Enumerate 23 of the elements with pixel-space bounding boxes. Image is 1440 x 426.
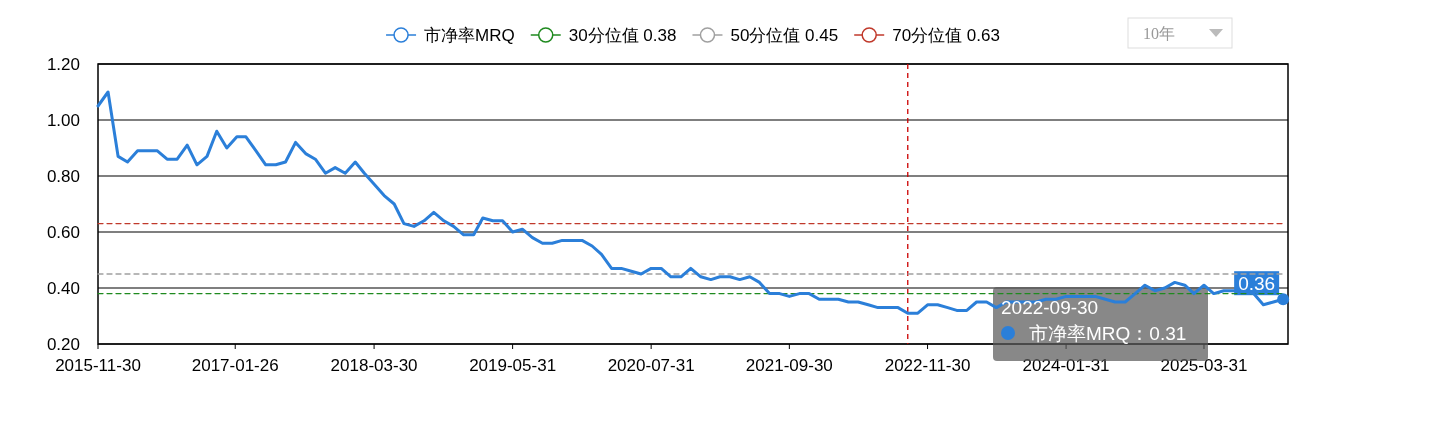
legend-label: 市净率MRQ	[424, 26, 515, 45]
y-tick-label: 0.60	[46, 223, 80, 242]
y-tick-label: 1.20	[46, 55, 80, 74]
x-tick-label: 2018-03-30	[330, 356, 418, 375]
control-dropdown: 10年	[1127, 17, 1233, 49]
x-tick-label: 2024-01-31	[1022, 356, 1110, 375]
y-tick-label: 1.00	[46, 111, 80, 130]
legend-label: 70分位值 0.63	[892, 26, 1000, 45]
y-tick-label: 0.40	[46, 279, 80, 298]
x-tick-label: 2022-11-30	[884, 356, 971, 375]
y-tick-label: 0.20	[46, 335, 80, 354]
x-tick-label: 2019-05-31	[469, 356, 557, 375]
legend-label: 30分位值 0.38	[568, 26, 677, 45]
y-tick-label: 0.80	[46, 167, 80, 186]
annotation: 0.36	[1238, 273, 1276, 295]
x-tick-label: 2015-11-30	[55, 356, 141, 375]
value-label: 0.36	[1238, 273, 1290, 306]
annotation: 2022-09-30 市净率MRQ：0.31	[1001, 297, 1187, 344]
x-tick-label: 2020-07-31	[607, 356, 695, 375]
x-tick-label: 2025-03-31	[1160, 356, 1248, 375]
legend-label: 50分位值 0.45	[730, 26, 839, 45]
x-tick-label: 2017-01-26	[191, 356, 279, 375]
x-tick-label: 2021-09-30	[745, 356, 833, 375]
